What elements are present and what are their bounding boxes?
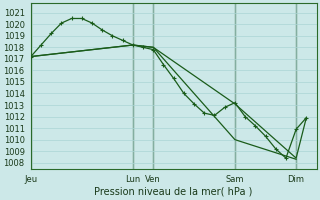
X-axis label: Pression niveau de la mer( hPa ): Pression niveau de la mer( hPa )	[94, 187, 253, 197]
